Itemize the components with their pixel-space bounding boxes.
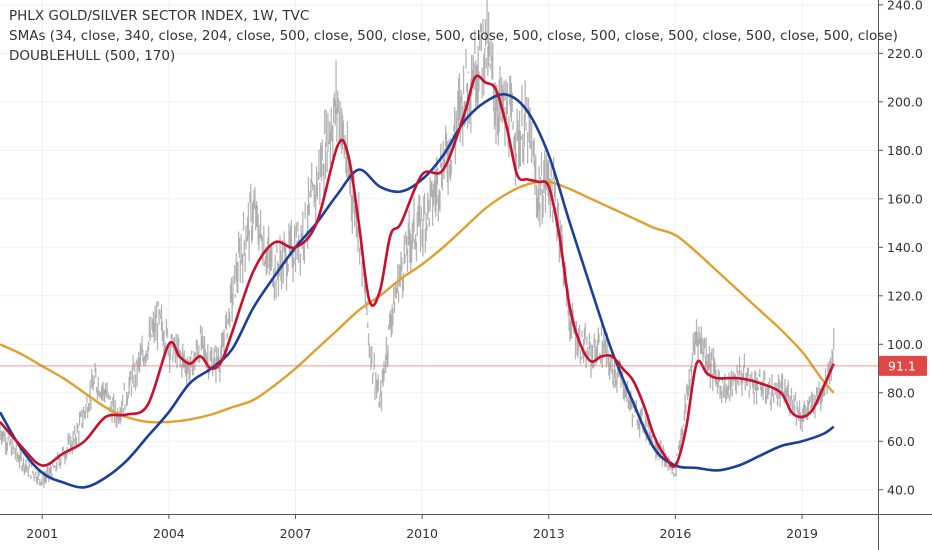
series-hull-line [0, 92, 835, 489]
x-tick-label: 2016 [659, 526, 691, 541]
x-tick-label: 2007 [280, 526, 312, 541]
chart-title: PHLX GOLD/SILVER SECTOR INDEX, 1W, TVC [9, 8, 310, 24]
y-tick-label: 240.0 [887, 0, 923, 12]
x-tick-label: 2013 [533, 526, 565, 541]
y-tick-label: 220.0 [887, 46, 923, 61]
series-sma-fast-line [0, 74, 835, 468]
series-sma-slow-line [0, 180, 835, 424]
y-tick-label: 200.0 [887, 94, 923, 109]
plot-area [0, 0, 878, 489]
y-tick-label: 80.0 [887, 385, 915, 400]
y-tick-label: 60.0 [887, 434, 915, 449]
x-tick-label: 2001 [26, 526, 58, 541]
legend: PHLX GOLD/SILVER SECTOR INDEX, 1W, TVC S… [9, 6, 898, 66]
y-tick-label: 100.0 [887, 337, 923, 352]
grid [0, 0, 878, 514]
indicator-hull-label: DOUBLEHULL (500, 170) [9, 48, 176, 64]
y-tick-label: 140.0 [887, 240, 923, 255]
indicator-sma-label: SMAs (34, close, 340, close, 204, close,… [9, 28, 898, 44]
y-tick-label: 160.0 [887, 191, 923, 206]
y-tick-label: 180.0 [887, 143, 923, 158]
x-tick-label: 2010 [406, 526, 438, 541]
last-price-label: 91.1 [888, 358, 916, 373]
y-tick-label: 40.0 [887, 482, 915, 497]
x-tick-label: 2004 [153, 526, 185, 541]
y-tick-label: 120.0 [887, 288, 923, 303]
last-price-tag [879, 355, 927, 376]
x-tick-label: 2019 [786, 526, 818, 541]
